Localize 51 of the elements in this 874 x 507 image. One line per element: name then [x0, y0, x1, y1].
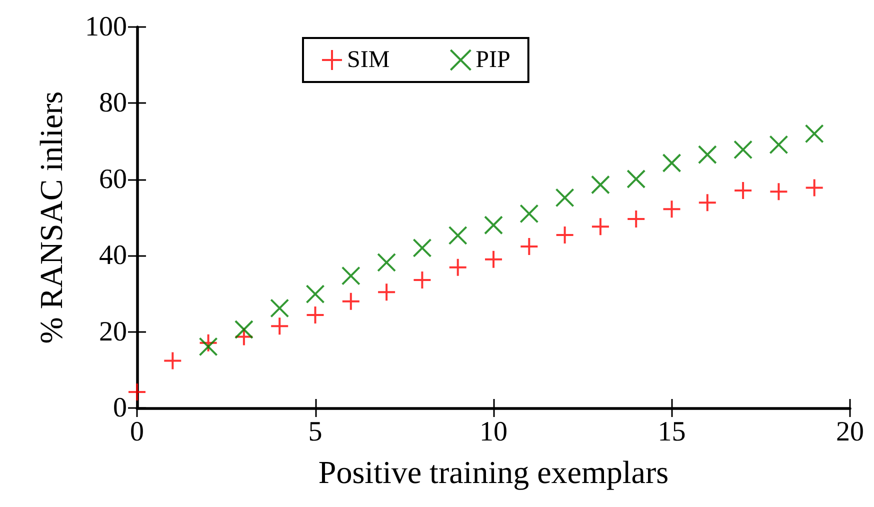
point — [412, 270, 432, 290]
point — [662, 154, 682, 173]
y-tick-label: 40 — [99, 240, 127, 272]
point — [555, 226, 574, 245]
point — [769, 135, 788, 154]
point — [270, 298, 290, 318]
point — [520, 236, 539, 256]
point — [698, 145, 717, 164]
point — [662, 200, 682, 219]
point — [590, 175, 610, 194]
point — [306, 306, 325, 325]
point — [341, 266, 360, 286]
point — [234, 320, 254, 340]
y-tick-label: 60 — [99, 164, 127, 195]
point — [555, 188, 574, 208]
point — [698, 193, 717, 212]
point — [448, 258, 468, 277]
point — [270, 316, 290, 336]
point — [769, 182, 788, 202]
y-axis-title: % RANSAC inliers — [33, 91, 69, 344]
point — [626, 210, 646, 229]
point — [484, 250, 503, 269]
point — [804, 124, 824, 144]
point — [626, 170, 646, 189]
point — [484, 216, 503, 235]
point — [412, 238, 432, 258]
point — [734, 140, 753, 160]
x-tick-label: 5 — [308, 416, 322, 448]
point — [448, 226, 468, 245]
point — [804, 178, 824, 198]
point — [128, 382, 146, 402]
point — [341, 292, 360, 311]
x-tick-label: 10 — [480, 416, 508, 448]
x-axis-title: Positive training exemplars — [318, 454, 669, 490]
y-tick-label: 80 — [99, 88, 127, 119]
point — [306, 284, 325, 304]
legend-label: PIP — [476, 47, 510, 73]
y-tick-label: 0 — [113, 392, 127, 424]
point — [377, 282, 396, 302]
point — [377, 252, 396, 272]
point — [198, 337, 218, 356]
point — [163, 351, 182, 370]
point — [520, 204, 539, 224]
point — [734, 180, 753, 200]
y-tick-label: 20 — [99, 316, 127, 348]
point — [198, 333, 218, 352]
x-tick-label: 15 — [658, 416, 686, 448]
legend-label: SIM — [347, 47, 390, 73]
y-tick-label: 100 — [85, 12, 127, 42]
x-tick-label: 20 — [836, 416, 864, 448]
point — [590, 217, 610, 236]
